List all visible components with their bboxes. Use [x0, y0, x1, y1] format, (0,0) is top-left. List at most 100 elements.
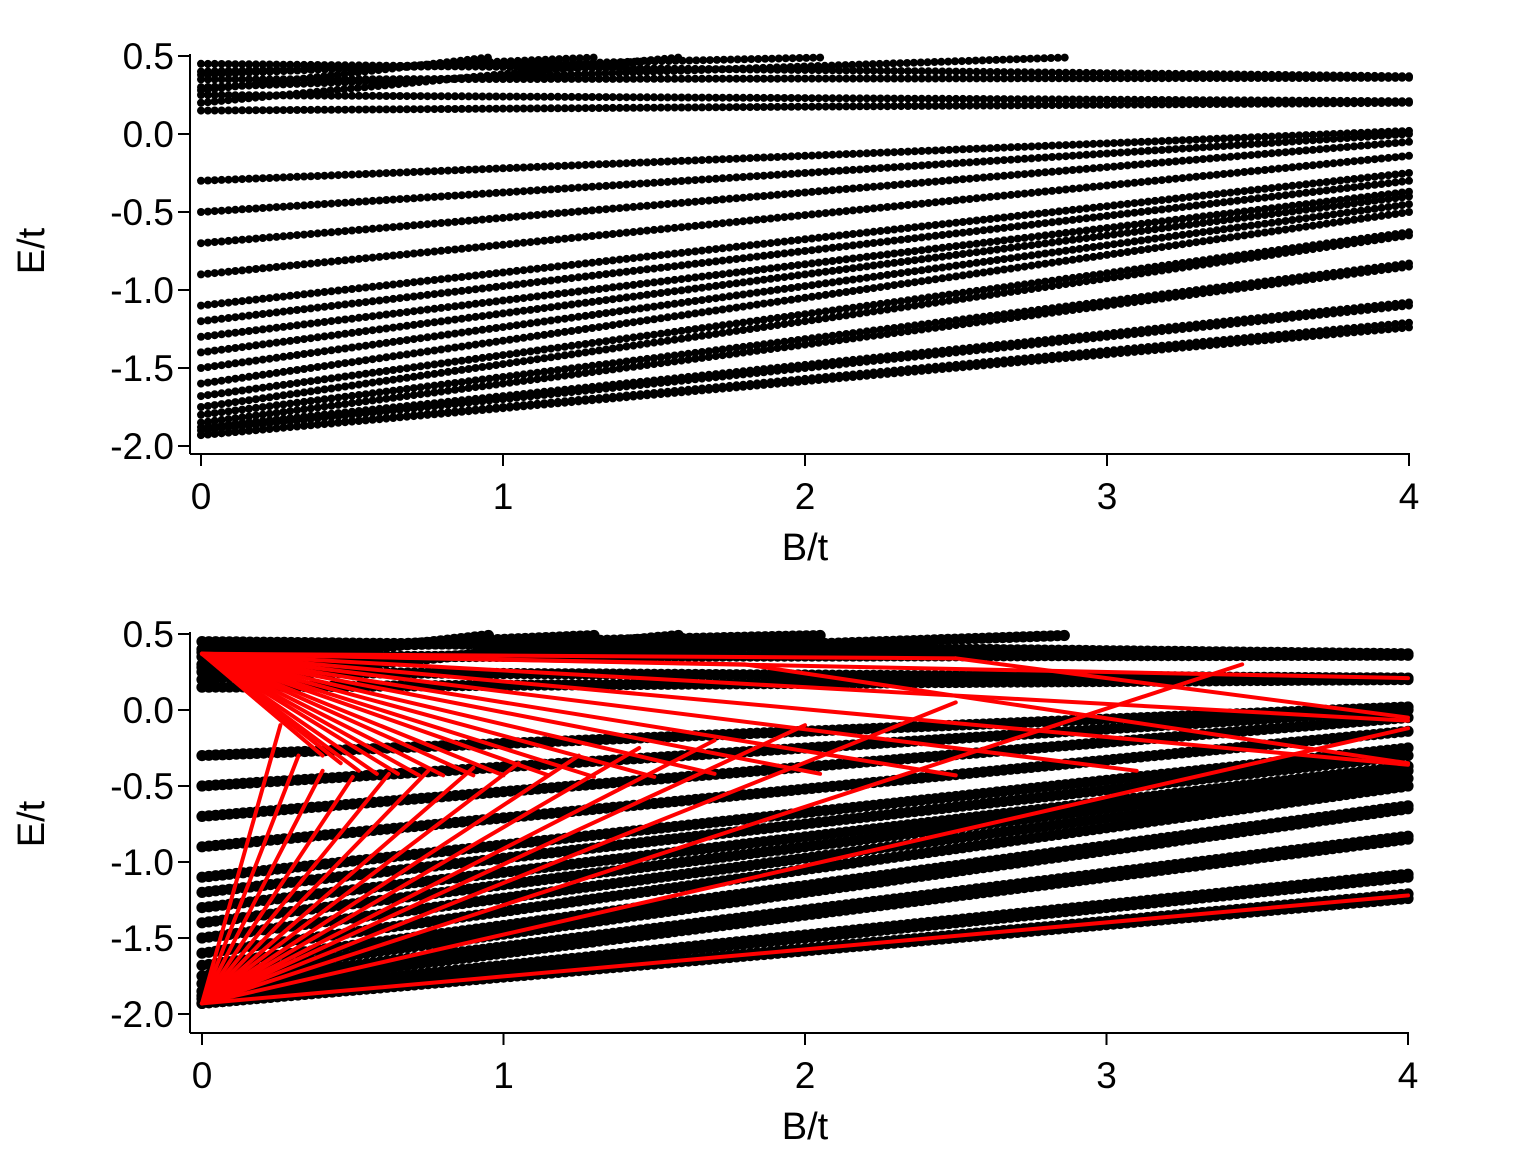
data-point — [924, 254, 933, 263]
data-point — [547, 329, 555, 338]
data-point — [945, 67, 954, 76]
data-point — [814, 333, 823, 342]
data-point — [526, 238, 535, 247]
data-point — [1000, 101, 1008, 110]
data-point — [1096, 95, 1105, 104]
data-point — [1109, 249, 1118, 258]
data-point — [1199, 337, 1208, 346]
data-point — [862, 165, 871, 173]
data-point — [197, 301, 205, 310]
data-point — [636, 179, 645, 188]
data-point — [560, 274, 569, 283]
data-point — [581, 311, 590, 320]
data-point — [416, 371, 425, 380]
data-point — [382, 413, 391, 422]
data-point — [416, 362, 425, 371]
data-point — [945, 219, 954, 228]
data-point — [499, 403, 507, 411]
data-point — [1171, 69, 1180, 78]
data-point — [1350, 175, 1359, 183]
data-point — [341, 400, 350, 408]
data-point — [725, 381, 734, 390]
data-point — [1377, 72, 1386, 80]
data-point — [361, 379, 370, 388]
data-point — [1391, 153, 1400, 162]
data-point — [423, 319, 432, 328]
data-point — [677, 261, 686, 270]
data-point — [492, 297, 501, 306]
data-point — [698, 371, 706, 380]
data-point — [1192, 320, 1201, 329]
data-point — [499, 164, 507, 173]
data-point — [1398, 188, 1407, 197]
data-point — [560, 301, 569, 310]
data-point — [602, 360, 610, 369]
data-point — [807, 269, 816, 278]
data-point — [1288, 190, 1297, 199]
data-point — [835, 256, 844, 265]
data-point — [862, 369, 871, 378]
data-point — [883, 203, 892, 211]
data-point — [965, 249, 974, 258]
data-point — [787, 376, 796, 385]
data-point — [945, 361, 954, 370]
data-point — [684, 260, 693, 269]
data-point — [629, 390, 638, 399]
data-point — [354, 391, 363, 399]
data-point — [1260, 149, 1269, 158]
data-point — [1363, 205, 1372, 214]
data-point — [340, 69, 349, 78]
data-point — [650, 201, 658, 210]
data-point — [787, 189, 796, 198]
data-point — [622, 363, 631, 372]
data-point — [1034, 142, 1043, 151]
data-point — [1329, 218, 1338, 227]
data-point — [1288, 207, 1297, 216]
data-point — [711, 271, 720, 279]
data-point — [526, 347, 535, 356]
data-point — [553, 352, 562, 361]
data-point — [389, 223, 398, 232]
data-point — [444, 316, 453, 325]
data-point — [691, 297, 700, 305]
data-point — [622, 379, 631, 388]
data-point — [265, 106, 274, 115]
data-point — [656, 337, 665, 346]
data-point — [1274, 209, 1283, 218]
data-point — [965, 287, 974, 296]
data-point — [726, 55, 735, 64]
data-point — [203, 59, 212, 68]
data-point — [505, 188, 514, 197]
data-point — [1295, 200, 1304, 209]
data-point — [272, 368, 281, 377]
data-point — [1137, 219, 1146, 228]
data-point — [1199, 237, 1208, 246]
data-point — [1199, 70, 1208, 79]
data-point — [1048, 218, 1057, 227]
data-point — [1178, 144, 1187, 153]
data-point — [910, 349, 919, 358]
data-point — [217, 361, 226, 370]
data-point — [704, 307, 713, 316]
data-point — [958, 195, 967, 204]
data-point — [1260, 70, 1269, 79]
data-point — [1041, 74, 1050, 83]
data-point — [1391, 178, 1400, 187]
data-point — [670, 351, 679, 360]
data-point — [992, 55, 1001, 64]
data-point — [684, 274, 693, 283]
data-point — [958, 218, 967, 226]
data-point — [588, 232, 597, 240]
data-point — [917, 147, 926, 155]
data-point — [540, 387, 549, 396]
data-point — [238, 312, 247, 321]
data-point — [746, 342, 755, 350]
data-point — [643, 179, 652, 188]
data-point — [402, 168, 411, 177]
data-point — [1398, 177, 1407, 186]
data-point — [732, 326, 741, 335]
data-point — [595, 310, 604, 318]
data-point — [698, 348, 706, 356]
data-point — [1048, 304, 1057, 313]
